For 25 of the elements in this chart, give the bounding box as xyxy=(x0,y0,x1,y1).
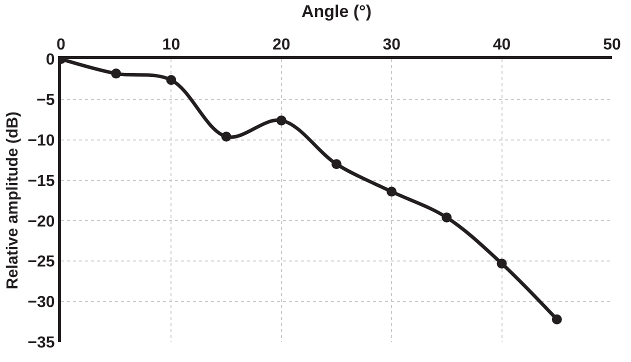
x-tick-label: 0 xyxy=(56,36,66,54)
point xyxy=(276,115,286,126)
point xyxy=(442,212,452,222)
point xyxy=(221,132,232,142)
point xyxy=(496,258,507,269)
y-tick-label: −35 xyxy=(28,334,55,352)
point xyxy=(166,75,176,86)
y-tick-label: −10 xyxy=(28,132,55,150)
point xyxy=(111,68,122,79)
y-tick-label: −15 xyxy=(28,172,55,190)
x-tick-label: 20 xyxy=(272,36,290,54)
y-tick-label: −30 xyxy=(28,294,55,312)
y-tick-label: −25 xyxy=(28,254,55,271)
x-tick-label: 10 xyxy=(162,36,180,54)
x-axis-title: Angle (°) xyxy=(301,2,372,22)
x-tick-label: 30 xyxy=(382,36,401,54)
point xyxy=(552,314,562,324)
y-tick-label: −20 xyxy=(28,213,55,230)
x-tick-label: 40 xyxy=(492,36,511,54)
y-axis-title: Relative amplitude (dB) xyxy=(4,112,22,290)
point xyxy=(386,186,397,197)
x-tick-label: 50 xyxy=(603,36,621,54)
y-tick-label: −5 xyxy=(36,92,55,110)
point xyxy=(332,159,342,170)
y-tick-label: 0 xyxy=(46,52,55,69)
